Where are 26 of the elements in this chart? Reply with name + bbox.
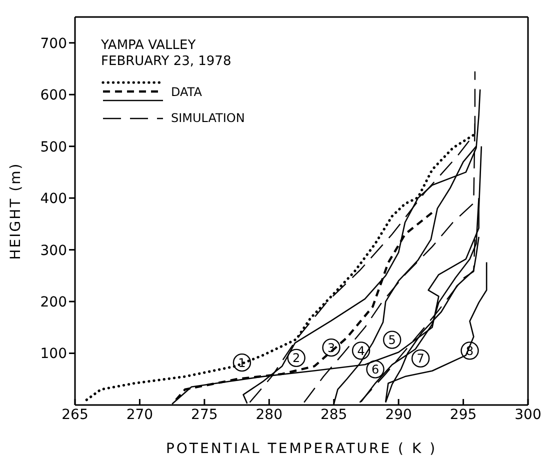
legend-label: DATA bbox=[171, 84, 202, 98]
text: FEBRUARY 23, 1978 bbox=[101, 54, 232, 70]
text: YAMPA VALLEY bbox=[101, 38, 197, 54]
x-tick-label: 290 bbox=[385, 406, 412, 423]
y-tick-label: 600 bbox=[40, 88, 67, 104]
x-tick-label: 300 bbox=[514, 406, 542, 423]
y-tick-label: 400 bbox=[40, 191, 67, 208]
x-tick-label: 265 bbox=[62, 406, 88, 423]
annotation: 4 bbox=[357, 344, 365, 358]
x-axis-title: POTENTIAL TEMPERATURE ( K ) bbox=[166, 441, 438, 457]
x-tick-label: 285 bbox=[320, 406, 348, 423]
y-tick-label: 200 bbox=[40, 294, 67, 311]
x-tick-label: 280 bbox=[256, 406, 283, 423]
annotation: 7 bbox=[416, 352, 424, 366]
legend-label: SIMULATION bbox=[171, 111, 245, 125]
x-tick-label: 275 bbox=[191, 406, 218, 423]
y-tick-label: 300 bbox=[40, 242, 67, 259]
y-tick-label: 100 bbox=[40, 346, 67, 362]
x-tick-label: 270 bbox=[126, 406, 154, 423]
y-axis-title: HEIGHT (m) bbox=[8, 162, 24, 260]
y-tick-label: 700 bbox=[40, 36, 67, 52]
annotation: 5 bbox=[388, 333, 396, 348]
x-tick-label: 295 bbox=[450, 406, 477, 423]
annotation: 6 bbox=[371, 362, 380, 377]
annotation: 2 bbox=[292, 351, 300, 366]
y-tick-label: 500 bbox=[40, 139, 67, 156]
